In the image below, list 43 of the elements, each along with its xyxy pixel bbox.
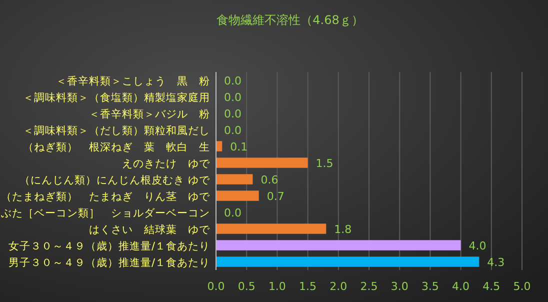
data-label: 0.0 <box>224 124 242 137</box>
data-label: 4.3 <box>487 256 505 269</box>
data-label: 0.0 <box>224 107 242 120</box>
y-tick-label: 男子３０～４９（歳）推進量/１食あたり <box>8 256 210 269</box>
x-tick-label: 0.0 <box>207 280 225 293</box>
bar <box>216 141 222 152</box>
x-tick-label: 1.0 <box>268 280 286 293</box>
x-tick-label: 2.0 <box>330 280 348 293</box>
data-label: 1.5 <box>316 156 334 170</box>
bar <box>216 174 253 184</box>
y-tick-label: ＜調味料類＞（食塩類）精製塩家庭用 <box>23 90 210 104</box>
y-tick-label: ＜香辛料類＞こしょう 黒 粉 <box>56 74 210 88</box>
x-tick-label: 0.5 <box>238 280 256 293</box>
chart-title: 食物繊維不溶性（4.68ｇ） <box>216 13 364 27</box>
x-tick-label: 4.5 <box>482 280 500 293</box>
data-label: 0.1 <box>230 140 248 154</box>
y-tick-label: ぶた［ベーコン類］ ショルダーベーコン <box>1 207 210 220</box>
data-label: 0.0 <box>224 90 242 104</box>
data-label: 0.0 <box>224 206 242 220</box>
bar <box>216 224 326 234</box>
bar <box>216 240 461 250</box>
x-tick-label: 1.5 <box>299 280 317 293</box>
y-tick-label: （ねぎ類） 根深ねぎ 葉 軟白 生 <box>23 140 210 154</box>
y-tick-label: えのきたけ ゆで <box>122 158 211 170</box>
data-label: 1.8 <box>334 222 352 236</box>
y-tick-label: ＜香辛料類＞バジル 粉 <box>89 107 210 120</box>
data-label: 0.7 <box>266 190 284 203</box>
y-tick-label: （にんじん類）にんじん根皮むき ゆで <box>20 173 211 186</box>
bar <box>216 256 480 267</box>
y-tick-label: （たまねぎ類） たまねぎ りん茎 ゆで <box>1 190 211 203</box>
data-label: 0.6 <box>260 173 278 186</box>
y-tick-label: はくさい 結球葉 ゆで <box>89 222 211 236</box>
x-tick-label: 2.5 <box>360 280 378 293</box>
x-tick-label: 4.0 <box>452 280 470 293</box>
x-tick-label: 3.0 <box>390 280 408 293</box>
x-tick-label: 5.0 <box>513 280 531 293</box>
y-tick-label: 女子３０～４９（歳）推進量/１食あたり <box>8 239 210 252</box>
data-label: 0.0 <box>224 74 242 88</box>
bar <box>216 190 259 201</box>
x-tick-label: 3.5 <box>421 280 439 293</box>
bar <box>216 158 308 168</box>
data-label: 4.0 <box>468 239 486 252</box>
y-tick-label: ＜調味料類＞（だし類）顆粒和風だし <box>23 124 210 137</box>
